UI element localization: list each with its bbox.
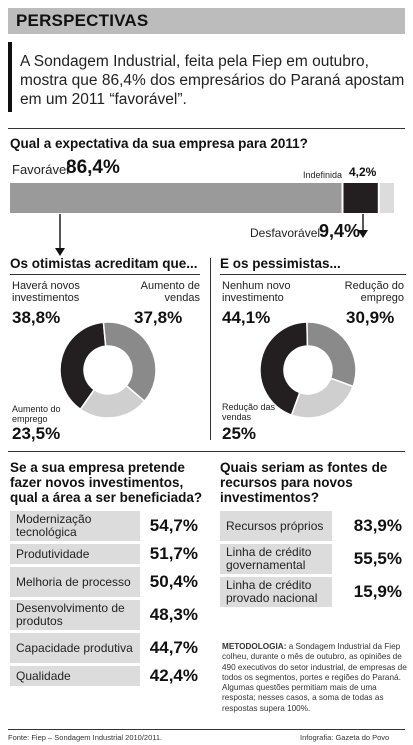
sources-title: Quais seriam as fontes de recursos para …: [220, 460, 388, 505]
sources-table: Recursos próprios 83,9% Linha de crédito g…: [220, 508, 406, 610]
optimists-b-value: 37,8%: [134, 308, 183, 327]
optimists-slice-1: [59, 321, 107, 411]
optimists-b-label: Aumento de vendas: [140, 280, 200, 304]
row-label: Modernização tecnológica: [10, 511, 140, 541]
desfavoravel-label: Desfavorável: [250, 226, 321, 240]
areas-table: Modernização tecnológica 54,7% Produtivida…: [10, 508, 202, 689]
footer-source: Fonte: Fiep – Sondagem Industrial 2010/2…: [8, 733, 163, 742]
section-rule: [8, 451, 405, 452]
optimists-slice-3: [79, 384, 146, 419]
pessimists-c-label: Redução das vendas: [222, 402, 276, 422]
footer-credit: Infografia: Gazeta do Povo: [300, 733, 390, 742]
optimists-slice-2: [102, 321, 157, 403]
row-label: Linha de crédito provado nacional: [220, 577, 332, 607]
row-label: Recursos próprios: [220, 511, 332, 541]
pessimists-a-value: 44,1%: [222, 308, 271, 327]
row-value: 54,7%: [149, 516, 198, 535]
pessimists-a-label: Nenhum novo investimento: [222, 280, 291, 304]
optimists-rule: [10, 274, 200, 275]
optimists-a-value: 38,8%: [12, 308, 61, 327]
row-value: 50,4%: [149, 572, 198, 591]
areas-row: Melhoria de processo 50,4%: [10, 567, 202, 597]
favoravel-label: Favorável: [12, 162, 70, 177]
areas-row: Qualidade 42,4%: [10, 666, 202, 686]
row-label: Linha de crédito governamental: [220, 544, 332, 574]
favoravel-value: 86,4%: [66, 157, 120, 178]
row-value: 83,9%: [353, 516, 402, 535]
optimists-a-label: Haverá novos investimentos: [12, 280, 80, 304]
areas-row: Capacidade produtiva 44,7%: [10, 633, 202, 663]
row-value: 55,5%: [353, 549, 402, 568]
row-value: 15,9%: [353, 582, 402, 601]
sources-row: Recursos próprios 83,9%: [220, 511, 406, 541]
areas-row: Desenvolvimento de produtos 48,3%: [10, 600, 202, 630]
column-divider: [210, 258, 211, 440]
optimists-c-label: Aumento do emprego: [12, 404, 61, 424]
pessimists-title: E os pessimistas...: [220, 256, 341, 271]
row-label: Produtividade: [10, 544, 140, 564]
row-value: 44,7%: [149, 638, 198, 657]
row-value: 42,4%: [149, 666, 198, 685]
indefinida-value: 4,2%: [349, 165, 377, 179]
row-label: Melhoria de processo: [10, 567, 140, 597]
pessimists-b-value: 30,9%: [346, 308, 395, 327]
page-title: PERSPECTIVAS: [16, 11, 149, 30]
optimists-title: Os otimistas acreditam que...: [10, 256, 198, 271]
header-bar: [8, 8, 405, 34]
row-value: 48,3%: [149, 605, 198, 624]
section-rule: [8, 128, 405, 129]
methodology-note: METODOLOGIA: a Sondagem Industrial da Fi…: [222, 642, 407, 714]
row-label: Capacidade produtiva: [10, 633, 140, 663]
areas-row: Modernização tecnológica 54,7%: [10, 511, 202, 541]
areas-row: Produtividade 51,7%: [10, 544, 202, 564]
pessimists-rule: [220, 274, 406, 275]
pessimists-slice-2: [306, 321, 357, 388]
desfavoravel-value: 9,4%: [319, 221, 361, 241]
sources-row: Linha de crédito governamental 55,5%: [220, 544, 406, 574]
row-value: 51,7%: [149, 544, 198, 563]
expectation-question: Qual a expectativa da sua empresa para 2…: [10, 136, 308, 151]
pessimists-arrow: [358, 214, 368, 238]
pessimists-c-value: 25%: [222, 424, 257, 443]
pessimists-slice-1: [259, 321, 309, 417]
bar-indefinida: [379, 183, 394, 213]
intro-text: A Sondagem Industrial, feita pela Fiep e…: [20, 53, 405, 108]
indefinida-label: Indefinida: [303, 170, 343, 180]
areas-title: Se a sua empresa pretende fazer novos in…: [10, 460, 203, 505]
methodology-label: METODOLOGIA:: [222, 642, 287, 651]
expectation-bar-chart: [10, 183, 394, 213]
bar-favoravel: [10, 183, 342, 213]
intro-rule: [8, 42, 12, 112]
optimists-donut-chart: [59, 321, 157, 419]
pessimists-b-label: Redução do emprego: [344, 280, 404, 304]
optimists-arrow: [55, 214, 65, 256]
bar-desfavoravel: [343, 183, 378, 213]
pessimists-slice-3: [290, 377, 355, 419]
sources-row: Linha de crédito provado nacional 15,9%: [220, 577, 406, 607]
methodology-text: a Sondagem Industrial da Fiep colheu, du…: [222, 642, 407, 713]
row-label: Desenvolvimento de produtos: [10, 600, 140, 630]
footer-rule: [8, 729, 405, 730]
optimists-c-value: 23,5%: [12, 424, 61, 443]
row-label: Qualidade: [10, 666, 140, 686]
pessimists-donut-chart: [259, 321, 357, 419]
